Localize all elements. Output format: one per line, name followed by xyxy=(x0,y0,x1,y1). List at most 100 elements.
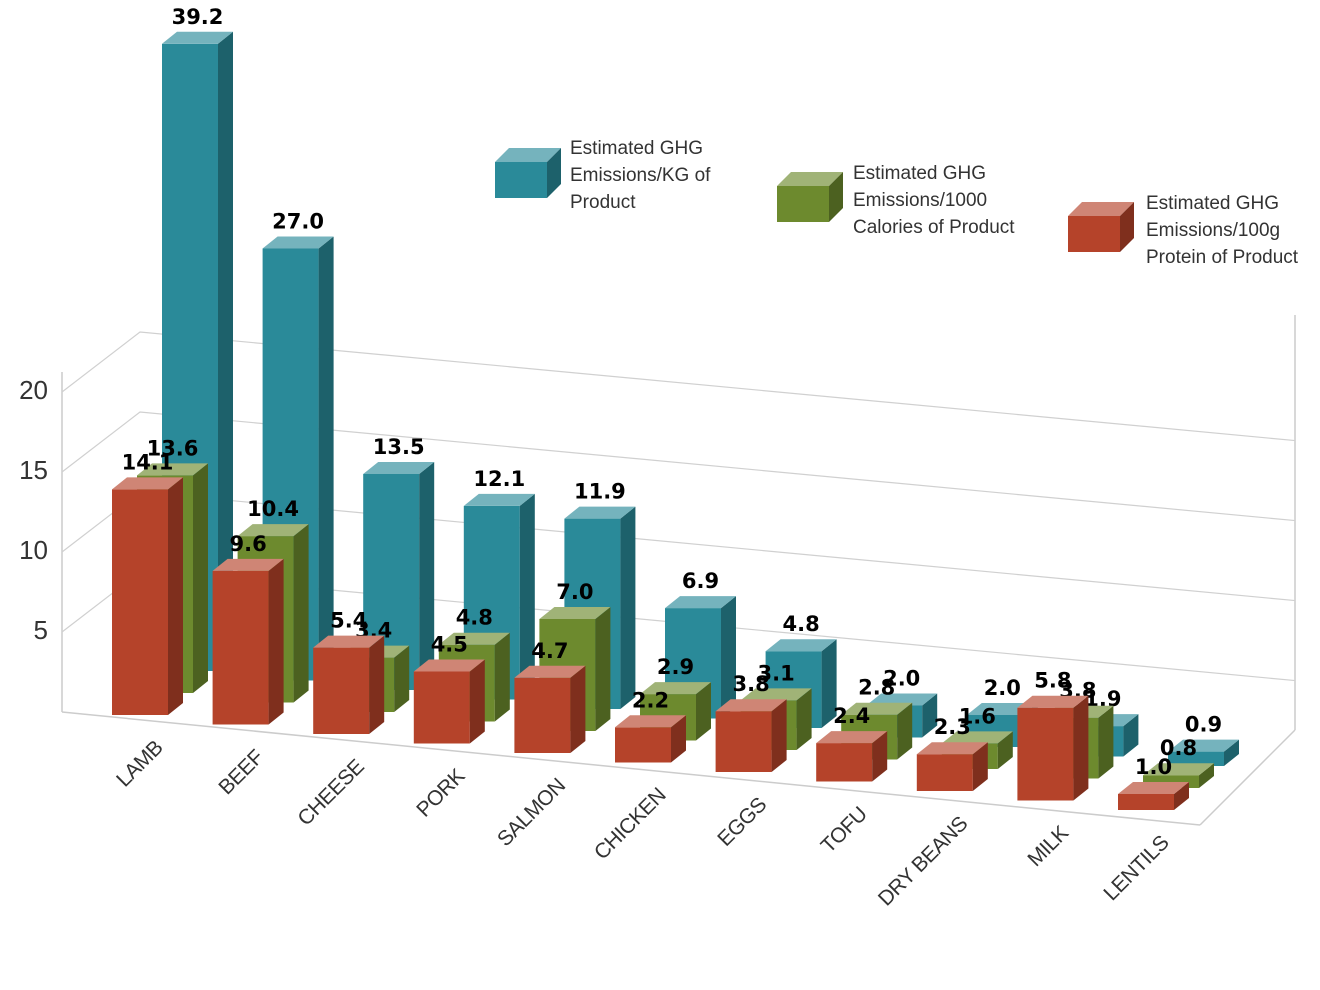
y-tick-label: 5 xyxy=(34,615,48,645)
bar-front xyxy=(413,671,470,744)
bar-side xyxy=(821,639,837,728)
bar-side xyxy=(394,645,410,712)
x-tick-label: MILK xyxy=(1023,821,1073,871)
bar-top xyxy=(1017,695,1089,708)
bar-side xyxy=(1098,705,1114,779)
legend-swatch xyxy=(829,172,843,222)
bar-side xyxy=(419,462,435,690)
bar-top xyxy=(564,506,636,519)
bar-side xyxy=(1224,739,1239,766)
data-label: 2.9 xyxy=(657,655,694,679)
legend-swatch xyxy=(1068,216,1120,252)
data-label: 4.8 xyxy=(782,612,819,636)
bar-top xyxy=(212,558,284,571)
bar-top xyxy=(112,477,183,490)
data-label: 3.8 xyxy=(732,672,769,696)
grid-line xyxy=(61,331,1296,442)
grid-line xyxy=(61,411,1296,522)
legend-swatch xyxy=(1068,202,1134,216)
data-label: 2.2 xyxy=(632,688,669,712)
y-tick-label: 20 xyxy=(19,375,48,405)
bar-top xyxy=(841,702,913,715)
bar-front xyxy=(715,711,772,772)
floor-edge xyxy=(61,711,1201,826)
data-label: 13.5 xyxy=(373,435,425,459)
bar-side xyxy=(1199,763,1214,788)
bar-side xyxy=(671,715,686,763)
bar-side xyxy=(796,688,812,750)
bar-front xyxy=(916,754,973,791)
data-label: 2.8 xyxy=(858,676,895,700)
bar-side xyxy=(1174,782,1189,810)
bar-side xyxy=(369,635,385,734)
bar-top xyxy=(765,639,837,652)
bar-top xyxy=(539,607,611,619)
bar-side xyxy=(293,524,309,703)
data-label: 0.8 xyxy=(1160,736,1197,760)
x-tick-label: DRY BEANS xyxy=(874,812,973,911)
data-label: 5.4 xyxy=(330,609,367,633)
bar-top xyxy=(137,463,208,476)
bar-front xyxy=(1017,707,1074,801)
legend-swatch xyxy=(1120,202,1134,252)
data-label: 27.0 xyxy=(272,210,324,234)
bar-side xyxy=(193,463,208,693)
bar-side xyxy=(771,699,787,772)
data-label: 6.9 xyxy=(682,569,719,593)
bar-side xyxy=(318,236,334,681)
bar-front xyxy=(615,727,671,763)
bar-side xyxy=(595,607,611,731)
data-label: 2.3 xyxy=(934,715,971,739)
bar-side xyxy=(997,731,1013,769)
data-label: 7.0 xyxy=(556,580,593,604)
legend-swatch xyxy=(495,162,547,198)
data-label: 2.4 xyxy=(833,704,870,728)
bar-top xyxy=(816,731,888,744)
bar-front xyxy=(1168,751,1224,766)
data-label: 14.1 xyxy=(122,450,174,474)
bar-side xyxy=(494,632,510,722)
bar-side xyxy=(872,731,888,782)
data-label: 11.9 xyxy=(574,480,626,504)
data-label: 2.0 xyxy=(984,676,1021,700)
bar-side xyxy=(268,558,284,725)
x-tick-label: LENTILS xyxy=(1099,831,1173,905)
bar-side xyxy=(519,493,535,700)
data-label: 4.5 xyxy=(431,633,468,657)
data-label: 10.4 xyxy=(247,497,299,521)
bar-side xyxy=(721,596,736,719)
data-label: 1.0 xyxy=(1135,755,1172,779)
data-label: 4.8 xyxy=(456,606,493,630)
y-tick-label: 15 xyxy=(19,455,48,485)
data-label: 3.1 xyxy=(757,661,794,685)
bar-front xyxy=(1118,794,1174,810)
legend-swatch xyxy=(777,172,843,186)
data-label: 5.8 xyxy=(1034,669,1071,693)
bar-top xyxy=(640,682,711,695)
bar-top xyxy=(866,693,938,706)
bar-top xyxy=(413,659,485,672)
bar-side xyxy=(696,682,711,741)
y-tick-label: 10 xyxy=(19,535,48,565)
legend-swatch xyxy=(495,148,561,162)
bar-top xyxy=(916,742,988,755)
bar-front xyxy=(212,570,269,725)
x-tick-label: EGGS xyxy=(713,793,771,851)
bar-top xyxy=(363,462,435,474)
legend-label: Estimated GHG Emissions/100g Protein of … xyxy=(1146,193,1299,268)
bar-top xyxy=(514,665,586,678)
legend-swatch xyxy=(777,186,829,222)
bar-front xyxy=(112,489,168,715)
bar-side xyxy=(1073,695,1089,801)
bar-top xyxy=(740,688,812,701)
data-label: 4.7 xyxy=(531,639,568,663)
bar-top xyxy=(1143,763,1214,776)
data-label: 0.9 xyxy=(1185,713,1222,737)
bar-top xyxy=(463,493,535,506)
bar-side xyxy=(922,693,938,738)
bar-side xyxy=(469,659,485,744)
legend-label: Estimated GHG Emissions/KG of Product xyxy=(570,138,711,213)
bar-top xyxy=(262,236,334,249)
bar-top xyxy=(313,635,385,648)
bar-front xyxy=(313,647,370,734)
